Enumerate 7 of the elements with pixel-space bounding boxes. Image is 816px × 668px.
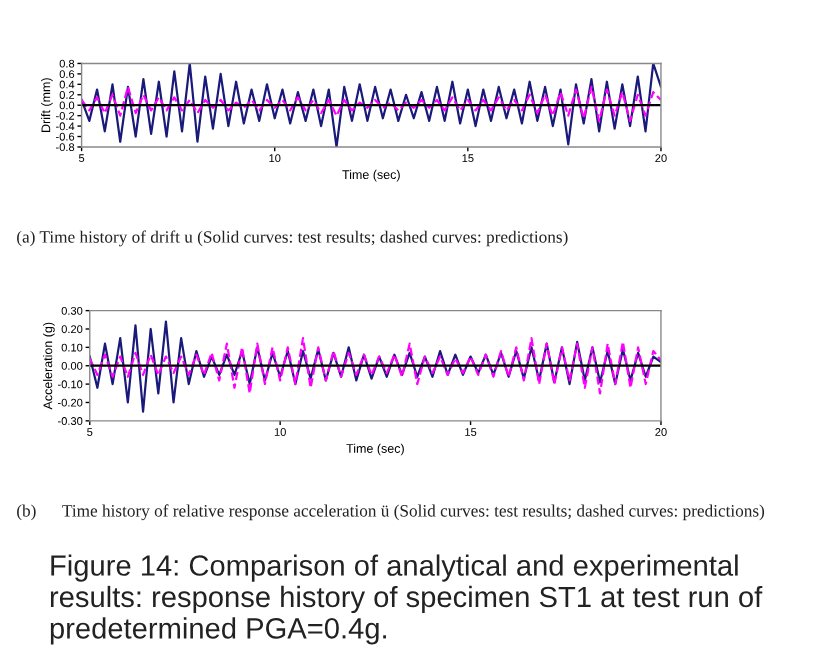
caption: Figure 14: Comparison of analytical and experimental results: response history of specimen ST1 at test run of predetermined PGA=0.4g. [50, 554, 763, 645]
line-series [89, 320, 661, 413]
line-series [81, 63, 661, 147]
text: (b) Time history of relative response acceleration ü (Solid curves: test results; dashed curves: predictions) [17, 504, 765, 521]
line-series [81, 85, 661, 122]
line-series [89, 337, 661, 395]
text: (a) Time history of drift u (Solid curves: test results; dashed curves: predictions) [17, 230, 568, 247]
